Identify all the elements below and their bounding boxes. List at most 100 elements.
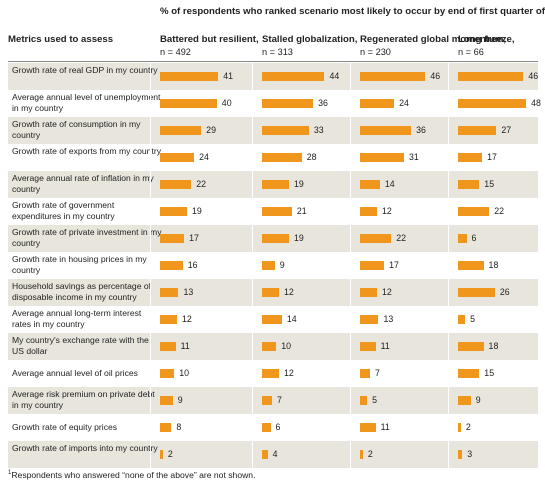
data-label-1-growth-rate-of-exports-from-my-country: 24 <box>199 152 209 162</box>
bar-3-average-annual-level-of-unemployment-in-my-country <box>360 99 395 108</box>
data-label-4-growth-rate-of-private-investment-in-my-country: 6 <box>471 233 477 243</box>
bar-4-average-annual-rate-of-inflation-in-my-country <box>458 180 480 189</box>
bar-2-household-savings-as-percentage-of-disposable-income-in-my-country <box>262 288 280 297</box>
column-header-3: Regenerated global momentum, n = 230 <box>360 34 506 58</box>
metric-label-average-annual-rate-of-inflation-in-my-country: Average annual rate of inflation in my c… <box>12 173 154 194</box>
bar-1-growth-rate-of-consumption-in-my-country <box>160 126 202 135</box>
bar-3-growth-rate-of-private-investment-in-my-country <box>360 234 392 243</box>
table-row: Average annual level of unemployment in … <box>8 90 541 117</box>
data-label-4-average-risk-premium-on-private-debt-in-my-country: 9 <box>475 395 481 405</box>
table-row: Growth rate of imports into my country 2 4… <box>8 441 538 468</box>
data-label-1-average-annual-long-term-interest-rates-in-my-country: 12 <box>182 314 192 324</box>
table-row: Growth rate of private investment in my … <box>8 225 538 252</box>
table-row: Average annual long-term interest rates … <box>8 306 538 333</box>
bar-2-average-annual-level-of-unemployment-in-my-country <box>262 99 314 108</box>
data-label-3-average-annual-rate-of-inflation-in-my-country: 14 <box>384 179 395 189</box>
metric-label-growth-rate-of-consumption-in-my-country: Growth rate of consumption in my country <box>12 119 141 140</box>
data-label-4-growth-rate-of-government-expenditures-in-my-country: 22 <box>494 206 505 216</box>
bar-1-my-country-s-exchange-rate-with-the-us-dollar <box>160 342 176 351</box>
data-label-3-growth-rate-of-exports-from-my-country: 31 <box>409 152 419 162</box>
bar-2-average-risk-premium-on-private-debt-in-my-country <box>262 396 272 405</box>
metric-label-growth-rate-in-housing-prices-in-my-country: Growth rate in housing prices in my coun… <box>12 254 147 275</box>
data-label-1-growth-rate-of-private-investment-in-my-country: 17 <box>189 233 199 243</box>
data-label-4-growth-rate-of-imports-into-my-country: 3 <box>467 449 473 459</box>
data-label-3-my-country-s-exchange-rate-with-the-us-dollar: 11 <box>380 341 390 351</box>
data-label-4-average-annual-level-of-oil-prices: 15 <box>484 368 495 378</box>
data-label-3-growth-rate-of-consumption-in-my-country: 36 <box>416 125 426 135</box>
data-label-1-growth-rate-of-consumption-in-my-country: 29 <box>206 125 216 135</box>
series-name: Stalled globalization, <box>262 34 358 45</box>
data-label-1-average-risk-premium-on-private-debt-in-my-country: 9 <box>177 395 183 405</box>
bar-4-growth-rate-of-private-investment-in-my-country <box>458 234 467 243</box>
data-label-2-growth-rate-in-housing-prices-in-my-country: 9 <box>279 260 285 270</box>
chart-title: % of respondents who ranked scenario mos… <box>160 6 545 18</box>
data-label-3-average-annual-level-of-oil-prices: 7 <box>374 368 380 378</box>
bar-4-growth-rate-of-consumption-in-my-country <box>458 126 497 135</box>
metric-label-growth-rate-of-government-expenditures-in-my-country: Growth rate of government expenditures i… <box>12 200 115 221</box>
bar-4-growth-rate-of-exports-from-my-country <box>458 153 483 162</box>
data-label-2-growth-rate-of-government-expenditures-in-my-country: 21 <box>296 206 307 216</box>
bar-1-growth-rate-of-imports-into-my-country <box>160 450 163 459</box>
data-label-2-average-risk-premium-on-private-debt-in-my-country: 7 <box>276 395 282 405</box>
data-label-4-household-savings-as-percentage-of-disposable-income-in-my-country: 26 <box>499 287 510 297</box>
column-separator <box>448 63 449 468</box>
data-label-1-average-annual-level-of-unemployment-in-my-country: 40 <box>221 98 232 108</box>
column-separator <box>150 63 151 468</box>
table-row: Average risk premium on private debt in … <box>8 387 538 414</box>
table-row: Household savings as percentage of dispo… <box>8 279 538 306</box>
data-label-4-growth-rate-of-consumption-in-my-country: 27 <box>501 125 512 135</box>
data-label-2-growth-rate-of-equity-prices: 6 <box>275 422 281 432</box>
bar-4-my-country-s-exchange-rate-with-the-us-dollar <box>458 342 484 351</box>
data-label-1-average-annual-rate-of-inflation-in-my-country: 22 <box>196 179 207 189</box>
bar-2-growth-rate-of-equity-prices <box>262 423 271 432</box>
data-label-2-average-annual-rate-of-inflation-in-my-country: 19 <box>293 179 304 189</box>
bar-1-average-annual-level-of-unemployment-in-my-country <box>160 99 217 108</box>
data-label-2-household-savings-as-percentage-of-disposable-income-in-my-country: 12 <box>284 287 294 297</box>
metric-label-growth-rate-of-private-investment-in-my-country: Growth rate of private investment in my … <box>12 227 162 248</box>
bar-3-my-country-s-exchange-rate-with-the-us-dollar <box>360 342 376 351</box>
bar-3-average-risk-premium-on-private-debt-in-my-country <box>360 396 368 405</box>
bar-4-growth-rate-in-housing-prices-in-my-country <box>458 261 484 270</box>
bar-4-average-annual-level-of-oil-prices <box>458 369 480 378</box>
data-label-2-my-country-s-exchange-rate-with-the-us-dollar: 10 <box>281 341 291 351</box>
bar-3-growth-rate-of-real-gdp-in-my-country <box>360 72 426 81</box>
metric-label-growth-rate-of-real-gdp-in-my-country: Growth rate of real GDP in my country <box>12 65 158 75</box>
data-label-1-my-country-s-exchange-rate-with-the-us-dollar: 11 <box>180 341 190 351</box>
bar-3-household-savings-as-percentage-of-disposable-income-in-my-country <box>360 288 378 297</box>
bar-2-average-annual-long-term-interest-rates-in-my-country <box>262 315 282 324</box>
data-label-3-growth-rate-of-imports-into-my-country: 2 <box>367 449 373 459</box>
bar-1-household-savings-as-percentage-of-disposable-income-in-my-country <box>160 288 179 297</box>
bar-1-growth-rate-of-government-expenditures-in-my-country <box>160 207 187 216</box>
table-row: Growth rate of exports from my country 24… <box>8 144 538 171</box>
bar-4-growth-rate-of-government-expenditures-in-my-country <box>458 207 490 216</box>
data-label-2-growth-rate-of-exports-from-my-country: 28 <box>306 152 317 162</box>
metric-label-average-risk-premium-on-private-debt-in-my-country: Average risk premium on private debt in … <box>12 389 155 410</box>
bar-3-average-annual-level-of-oil-prices <box>360 369 370 378</box>
data-label-4-growth-rate-of-exports-from-my-country: 17 <box>487 152 497 162</box>
bar-2-growth-rate-of-government-expenditures-in-my-country <box>262 207 292 216</box>
table-row: Growth rate in housing prices in my coun… <box>8 252 538 279</box>
metric-label-household-savings-as-percentage-of-disposable-income-in-my-country: Household savings as percentage of dispo… <box>12 281 152 302</box>
data-label-1-household-savings-as-percentage-of-disposable-income-in-my-country: 13 <box>183 287 194 297</box>
data-label-3-growth-rate-of-real-gdp-in-my-country: 46 <box>430 71 441 81</box>
data-label-2-average-annual-level-of-unemployment-in-my-country: 36 <box>318 98 328 108</box>
data-label-2-average-annual-long-term-interest-rates-in-my-country: 14 <box>286 314 297 324</box>
bar-2-growth-rate-in-housing-prices-in-my-country <box>262 261 275 270</box>
data-label-3-average-risk-premium-on-private-debt-in-my-country: 5 <box>372 395 377 405</box>
data-label-2-growth-rate-of-private-investment-in-my-country: 19 <box>293 233 304 243</box>
column-header-4: Long freeze, n = 66 <box>458 34 515 58</box>
column-separator <box>350 63 351 468</box>
series-name: Long freeze, <box>458 34 515 45</box>
bar-1-growth-rate-of-private-investment-in-my-country <box>160 234 185 243</box>
data-label-3-growth-rate-in-housing-prices-in-my-country: 17 <box>389 260 399 270</box>
bar-4-household-savings-as-percentage-of-disposable-income-in-my-country <box>458 288 495 297</box>
bar-2-growth-rate-of-consumption-in-my-country <box>262 126 309 135</box>
bar-1-growth-rate-of-exports-from-my-country <box>160 153 195 162</box>
bar-2-growth-rate-of-private-investment-in-my-country <box>262 234 289 243</box>
bar-4-average-annual-level-of-unemployment-in-my-country <box>458 99 527 108</box>
data-label-4-average-annual-level-of-unemployment-in-my-country: 48 <box>531 98 541 108</box>
bar-3-growth-rate-of-imports-into-my-country <box>360 450 363 459</box>
data-label-1-growth-rate-of-equity-prices: 8 <box>176 422 182 432</box>
bar-1-average-risk-premium-on-private-debt-in-my-country <box>160 396 173 405</box>
data-label-3-growth-rate-of-government-expenditures-in-my-country: 12 <box>382 206 392 216</box>
